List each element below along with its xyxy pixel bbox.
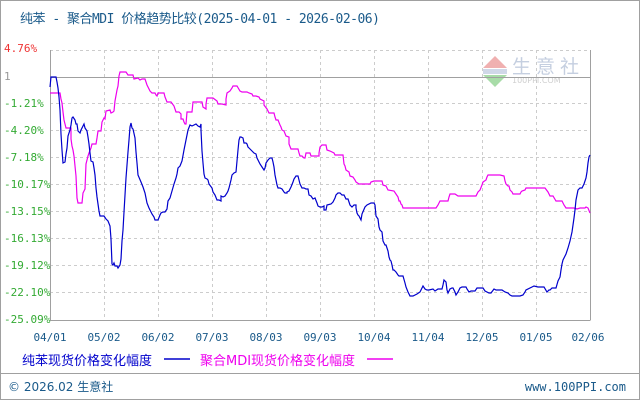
legend-label: 聚合MDI现货价格变化幅度	[200, 354, 356, 369]
x-axis-labels: 04/01 05/02 06/02 07/03 08/03 09/03 10/0…	[33, 331, 604, 344]
copyright: © 2026.02 生意社	[8, 380, 114, 394]
x-label: 10/04	[357, 331, 390, 344]
legend-benzene: 纯苯现货价格变化幅度	[22, 350, 191, 369]
legend-mdi: 聚合MDI现货价格变化幅度	[200, 350, 394, 369]
series-benzene-line	[49, 76, 591, 297]
chart-title: 纯苯 - 聚合MDI 价格趋势比较(2025-04-01 - 2026-02-0…	[20, 12, 380, 27]
grid-lines	[50, 50, 590, 320]
legend-label: 纯苯现货价格变化幅度	[22, 354, 153, 369]
site-link[interactable]: www.100PPI.com	[524, 380, 626, 394]
y-label: -13.15%	[4, 205, 51, 218]
x-label: 09/03	[303, 331, 336, 344]
x-label: 05/02	[87, 331, 120, 344]
footer-divider	[0, 373, 639, 374]
y-label: -19.12%	[4, 259, 51, 272]
chart-plot: 4.76% 1 -1.21% -4.20% -7.18% -10.17% -13…	[4, 42, 605, 344]
y-label: 4.76%	[4, 42, 37, 55]
y-label: -25.09%	[4, 313, 51, 326]
y-label: -1.21%	[4, 97, 44, 110]
watermark-cn: 生意社	[512, 56, 585, 78]
y-label: -4.20%	[4, 124, 44, 137]
legend-line-icon	[367, 358, 394, 360]
y-axis-labels: 4.76% 1 -1.21% -4.20% -7.18% -10.17% -13…	[4, 42, 51, 326]
x-label: 02/06	[571, 331, 604, 344]
x-label: 11/04	[411, 331, 444, 344]
y-label: 1	[4, 70, 11, 83]
y-label: -16.13%	[4, 232, 51, 245]
x-label: 07/03	[195, 331, 228, 344]
x-label: 08/03	[249, 331, 282, 344]
y-label: -10.17%	[4, 178, 51, 191]
y-label: -22.10%	[4, 286, 51, 299]
y-label: -7.18%	[4, 151, 44, 164]
x-label: 04/01	[33, 331, 66, 344]
x-label: 12/05	[465, 331, 498, 344]
x-label: 06/02	[141, 331, 174, 344]
x-label: 01/05	[519, 331, 552, 344]
series-mdi-line	[50, 71, 591, 214]
legend-line-icon	[164, 358, 191, 360]
